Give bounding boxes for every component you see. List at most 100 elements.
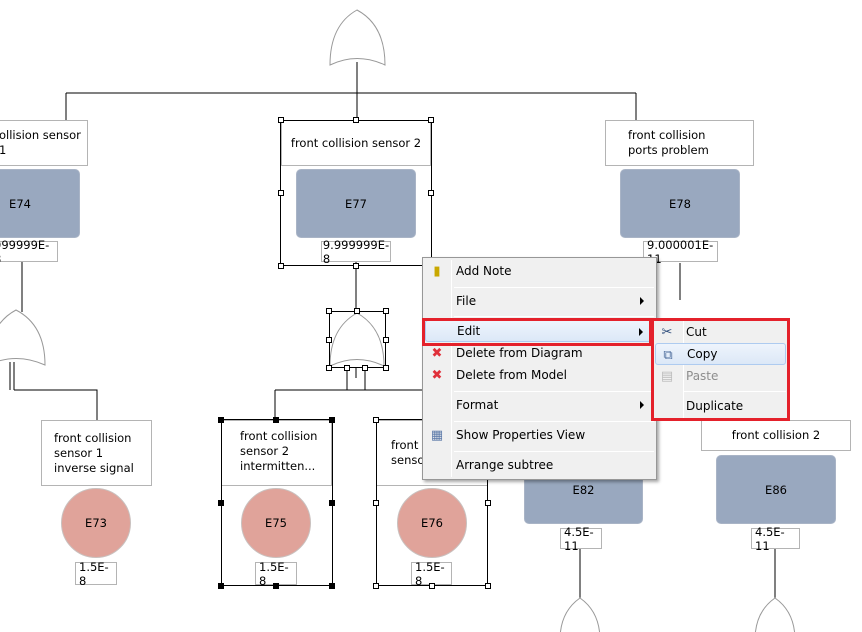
resize-handle[interactable] bbox=[362, 365, 368, 371]
label-text: ollision sensor 1 bbox=[0, 128, 81, 157]
menu-label: Arrange subtree bbox=[456, 458, 554, 472]
resize-handle[interactable] bbox=[373, 583, 379, 589]
menu-item-duplicate[interactable]: Duplicate bbox=[655, 395, 786, 417]
label-text: front collision 2 bbox=[731, 428, 821, 442]
or-gate-e82 bbox=[559, 597, 601, 632]
label-text: front collision ports problem bbox=[628, 128, 709, 157]
menu-label: Format bbox=[456, 398, 499, 412]
resize-handle[interactable] bbox=[326, 365, 332, 371]
menu-label: Delete from Diagram bbox=[456, 346, 583, 360]
menu-label: Copy bbox=[687, 347, 718, 361]
resize-handle[interactable] bbox=[428, 117, 434, 123]
or-gate-e86 bbox=[754, 597, 796, 632]
resize-handle[interactable] bbox=[353, 117, 359, 123]
basic-event-e73[interactable]: E73 bbox=[61, 488, 131, 558]
resize-handle[interactable] bbox=[273, 583, 279, 589]
resize-handle[interactable] bbox=[429, 583, 435, 589]
event-label-e77[interactable]: front collision sensor 2 bbox=[281, 120, 431, 166]
event-e86[interactable]: E86 bbox=[716, 455, 836, 524]
probability-text: 1.5E-8 bbox=[259, 559, 289, 588]
menu-item-add-note[interactable]: ▮ Add Note bbox=[425, 260, 654, 282]
menu-separator bbox=[454, 421, 654, 422]
submenu-arrow-icon bbox=[640, 401, 644, 409]
properties-table-icon: ▦ bbox=[430, 427, 444, 443]
event-label-e86[interactable]: front collision 2 bbox=[701, 420, 851, 451]
event-label-e78[interactable]: front collision ports problem bbox=[605, 120, 754, 166]
event-id: E78 bbox=[669, 196, 691, 211]
resize-handle[interactable] bbox=[278, 117, 284, 123]
event-e78[interactable]: E78 bbox=[620, 169, 740, 238]
event-e74[interactable]: E74 bbox=[0, 169, 80, 238]
basic-event-e75[interactable]: E75 bbox=[241, 488, 311, 558]
resize-handle[interactable] bbox=[329, 583, 335, 589]
probability-e77: 9.999999E-8 bbox=[321, 238, 391, 266]
submenu-arrow-icon bbox=[639, 328, 643, 336]
resize-handle[interactable] bbox=[344, 365, 350, 371]
menu-separator bbox=[454, 287, 654, 288]
event-label-e73[interactable]: front collision sensor 1 inverse signal bbox=[41, 420, 152, 486]
event-id: E82 bbox=[572, 482, 595, 497]
probability-text: 4.5E-11 bbox=[564, 524, 594, 553]
red-x-icon: ✖ bbox=[431, 367, 443, 383]
menu-item-arrange-subtree[interactable]: Arrange subtree bbox=[425, 454, 654, 476]
or-gate-e74 bbox=[0, 309, 46, 366]
resize-handle[interactable] bbox=[329, 500, 335, 506]
menu-label: Edit bbox=[457, 324, 481, 338]
resize-handle[interactable] bbox=[383, 337, 389, 343]
resize-handle[interactable] bbox=[383, 365, 389, 371]
probability-e76: 1.5E-8 bbox=[411, 559, 452, 588]
resize-handle[interactable] bbox=[326, 308, 332, 314]
highlight-box-edit bbox=[422, 318, 652, 346]
event-e77[interactable]: E77 bbox=[296, 169, 416, 238]
submenu-arrow-icon bbox=[640, 297, 644, 305]
resize-handle[interactable] bbox=[326, 337, 332, 343]
probability-e82: 4.5E-11 bbox=[560, 525, 602, 553]
menu-separator bbox=[454, 451, 654, 452]
resize-handle[interactable] bbox=[218, 583, 224, 589]
resize-handle[interactable] bbox=[278, 190, 284, 196]
event-id: E76 bbox=[421, 516, 443, 530]
menu-item-delete-from-diagram[interactable]: ✖ Delete from Diagram bbox=[425, 342, 654, 364]
menu-item-file[interactable]: File bbox=[425, 290, 654, 312]
menu-item-format[interactable]: Format bbox=[425, 394, 654, 416]
resize-handle[interactable] bbox=[353, 263, 359, 269]
resize-handle[interactable] bbox=[273, 417, 279, 423]
resize-handle[interactable] bbox=[218, 500, 224, 506]
probability-e73: 1.5E-8 bbox=[75, 559, 117, 588]
resize-handle[interactable] bbox=[354, 308, 360, 314]
menu-item-cut[interactable]: ✂ Cut bbox=[655, 321, 786, 343]
menu-label: Add Note bbox=[456, 264, 512, 278]
probability-text: 999999E-8 bbox=[0, 237, 50, 266]
basic-event-e76[interactable]: E76 bbox=[397, 488, 467, 558]
menu-label: Show Properties View bbox=[456, 428, 586, 442]
event-label-e74[interactable]: ollision sensor 1 bbox=[0, 120, 88, 166]
resize-handle[interactable] bbox=[485, 583, 491, 589]
resize-handle[interactable] bbox=[373, 500, 379, 506]
menu-separator bbox=[684, 391, 786, 392]
resize-handle[interactable] bbox=[278, 263, 284, 269]
menu-item-show-properties-view[interactable]: ▦ Show Properties View bbox=[425, 424, 654, 446]
probability-text: 1.5E-8 bbox=[79, 559, 109, 588]
resize-handle[interactable] bbox=[428, 190, 434, 196]
paste-icon: ▤ bbox=[660, 368, 674, 384]
menu-item-delete-from-model[interactable]: ✖ Delete from Model bbox=[425, 364, 654, 386]
menu-item-copy[interactable]: ⧉ Copy bbox=[655, 343, 786, 365]
label-text: front collision sensor 2 bbox=[290, 135, 422, 150]
menu-item-paste[interactable]: ▤ Paste bbox=[655, 365, 786, 387]
or-gate-top bbox=[329, 9, 386, 66]
resize-handle[interactable] bbox=[218, 417, 224, 423]
event-id: E73 bbox=[85, 516, 107, 530]
probability-text: 1.5E-8 bbox=[415, 559, 445, 588]
event-id: E74 bbox=[9, 196, 31, 211]
resize-handle[interactable] bbox=[373, 417, 379, 423]
event-label-e75[interactable]: front collision sensor 2 intermitten... bbox=[221, 420, 332, 486]
selection-box-e77 bbox=[280, 120, 432, 266]
resize-handle[interactable] bbox=[329, 417, 335, 423]
highlight-box-submenu bbox=[651, 318, 790, 421]
resize-handle[interactable] bbox=[383, 308, 389, 314]
copy-icon: ⧉ bbox=[663, 347, 673, 363]
event-id: E86 bbox=[765, 482, 787, 497]
resize-handle[interactable] bbox=[485, 500, 491, 506]
event-id: E77 bbox=[345, 196, 367, 211]
